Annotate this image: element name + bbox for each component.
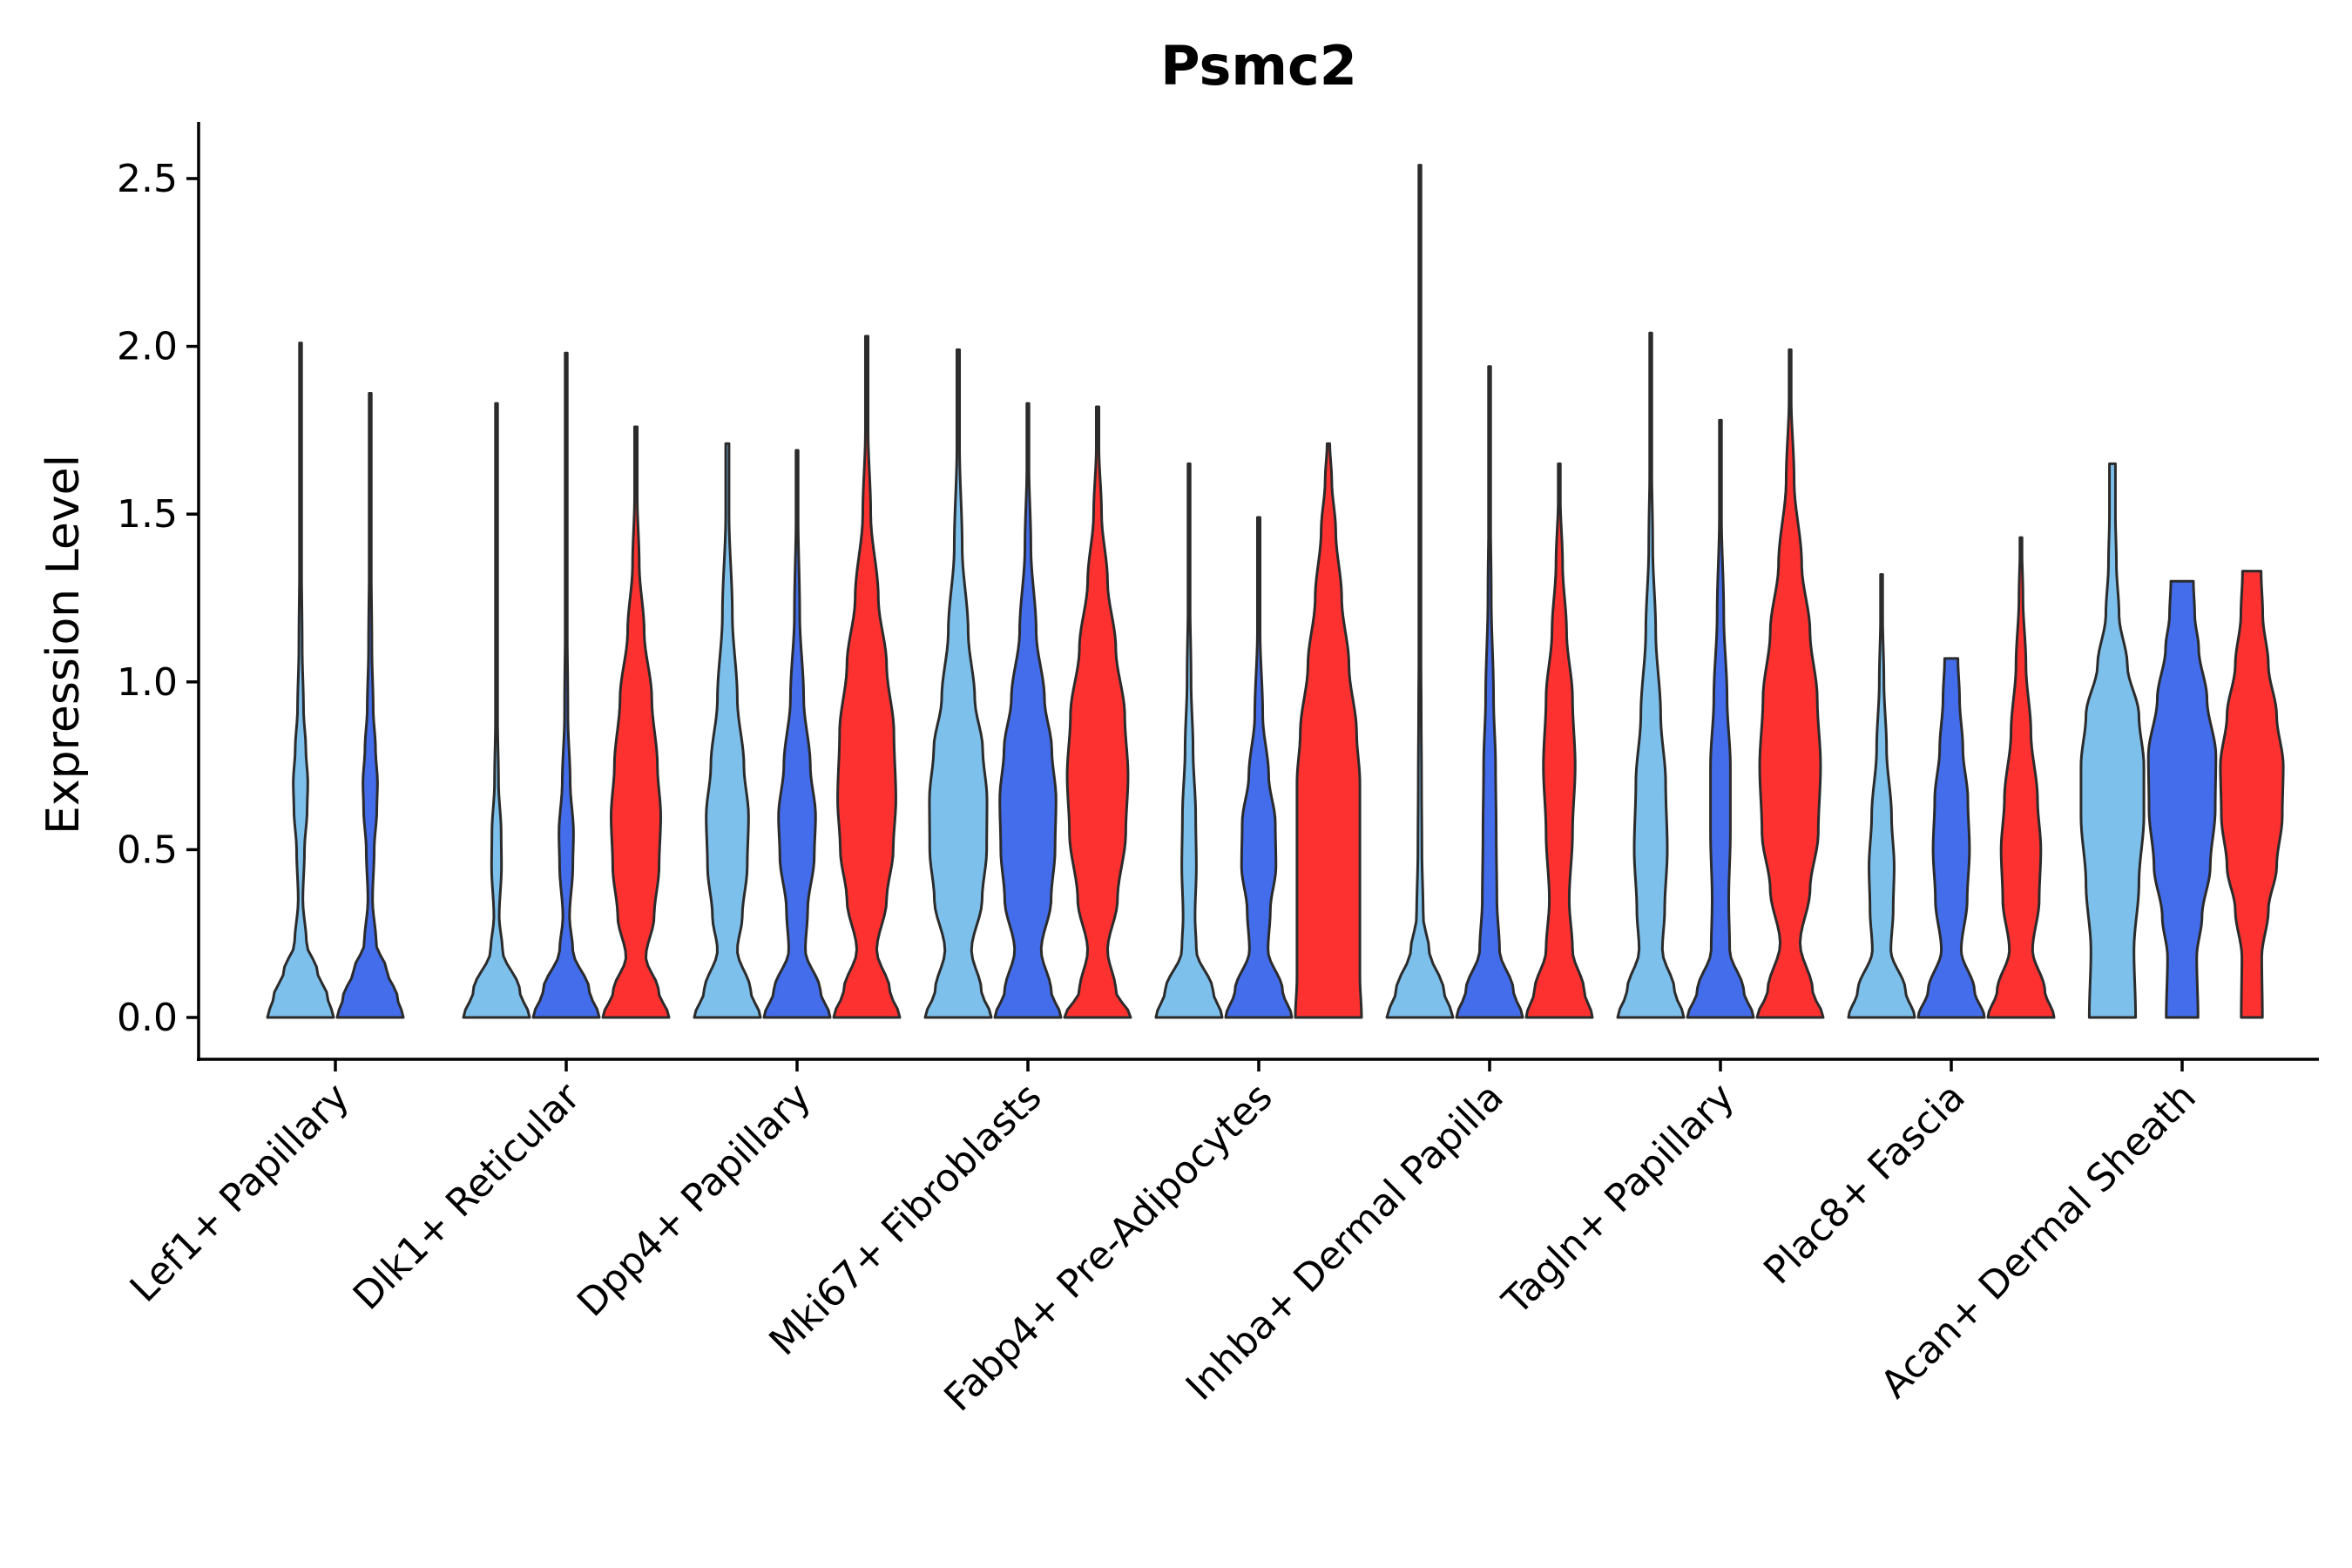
y-tick-label: 2.0 xyxy=(117,325,178,369)
y-axis-label: Expression Level xyxy=(37,455,90,835)
violin-group2-cat4 xyxy=(1224,516,1294,1019)
x-category-label: Plac8+ Fascia xyxy=(1755,1075,1974,1294)
violin-group2-cat5 xyxy=(1455,365,1524,1019)
y-tick-label: 1.0 xyxy=(117,660,178,705)
violin-group1-cat3 xyxy=(923,348,993,1019)
y-tick-label: 0.0 xyxy=(117,996,178,1040)
violin-group1-cat7 xyxy=(1847,573,1916,1019)
violin-group1-cat5 xyxy=(1385,164,1455,1019)
violin-group3-cat1 xyxy=(601,425,671,1019)
x-category-label: Lef1+ Papillary xyxy=(122,1075,358,1311)
y-tick-label: 1.5 xyxy=(117,492,178,537)
y-ticks: 0.0 0.5 1.0 1.5 2.0 2.5 xyxy=(117,157,199,1040)
violin-group3-cat4 xyxy=(1294,442,1363,1019)
violin-group1-cat6 xyxy=(1616,331,1686,1019)
violin-group2-cat7 xyxy=(1916,657,1986,1019)
violin-group2-cat6 xyxy=(1686,418,1755,1019)
violin-group2-cat8 xyxy=(2146,579,2218,1019)
violin-group3-cat8 xyxy=(2219,570,2285,1019)
violin-group1-cat1 xyxy=(462,402,531,1019)
x-category-label: Tagln+ Papillary xyxy=(1494,1075,1743,1324)
violin-group2-cat2 xyxy=(762,449,832,1019)
violin-group3-cat5 xyxy=(1524,462,1594,1019)
violin-group3-cat3 xyxy=(1063,405,1132,1019)
violin-group2-cat3 xyxy=(993,402,1063,1019)
violin-group1-cat8 xyxy=(2079,462,2146,1019)
y-tick-label: 0.5 xyxy=(117,828,178,872)
violin-group3-cat7 xyxy=(1986,536,2056,1019)
violin-group3-cat2 xyxy=(832,335,902,1019)
violin-group1-cat2 xyxy=(693,442,762,1019)
violin-group1-cat0 xyxy=(266,341,335,1019)
violin-group3-cat6 xyxy=(1755,348,1825,1019)
x-category-label: Dpp4+ Papillary xyxy=(569,1075,820,1326)
x-category-label: Dlk1+ Reticular xyxy=(345,1074,590,1319)
y-tick-label: 2.5 xyxy=(117,157,178,201)
violins-layer xyxy=(266,164,2285,1019)
violin-group2-cat1 xyxy=(531,351,601,1019)
chart-title: Psmc2 xyxy=(1160,34,1357,98)
violin-group2-cat0 xyxy=(335,392,405,1019)
violin-group1-cat4 xyxy=(1154,462,1224,1019)
